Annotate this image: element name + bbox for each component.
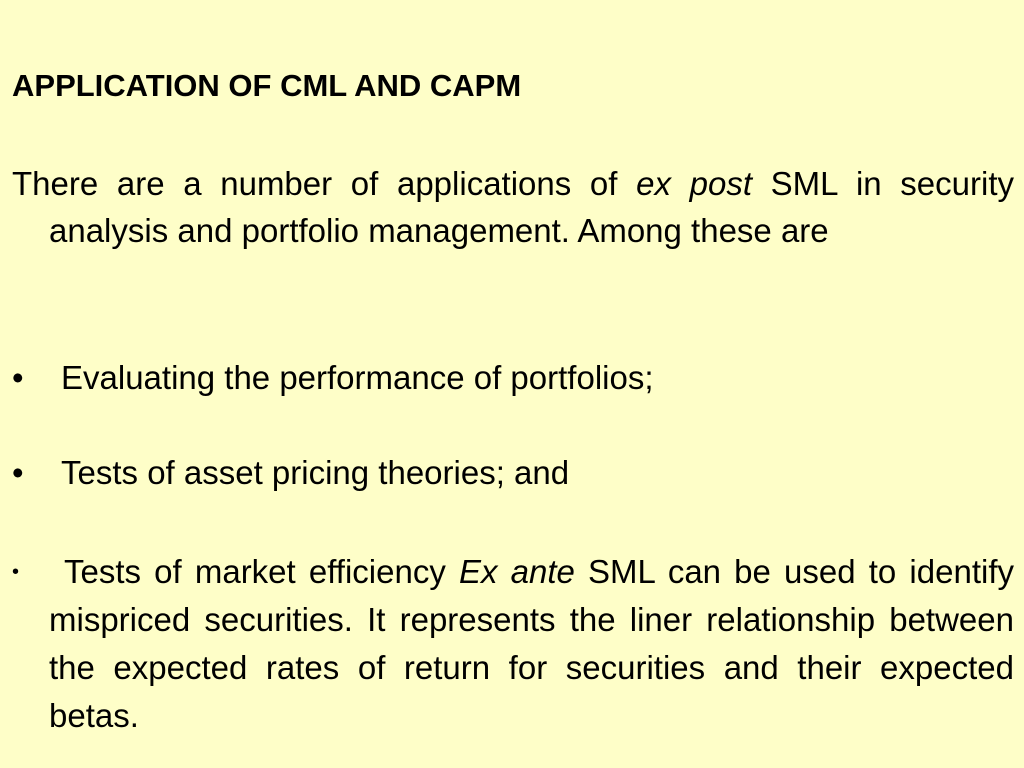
bullet-text: Tests of asset pricing theories; and	[61, 454, 570, 491]
bullet-item: • Tests of asset pricing theories; and	[12, 449, 1014, 496]
bullet-text-before: Tests of market efficiency	[64, 553, 459, 590]
bullet-item: • Evaluating the performance of portfoli…	[12, 354, 1014, 401]
bullet-icon: •	[12, 561, 20, 583]
bullet-item-long: • Tests of market efficiency Ex ante SML…	[12, 548, 1014, 740]
intro-italic-term: ex post	[636, 165, 752, 202]
intro-paragraph: There are a number of applications of ex…	[12, 160, 1014, 254]
bullet-italic-term: Ex ante	[458, 553, 575, 590]
intro-text-after: SML in security analysis and portfolio m…	[49, 165, 1014, 249]
bullet-text-after: SML can be used to identify mispriced se…	[49, 553, 1014, 734]
slide-title: APPLICATION OF CML AND CAPM	[12, 68, 522, 103]
bullet-icon: •	[12, 454, 24, 491]
intro-text-before: There are a number of applications of	[12, 165, 637, 202]
bullet-paragraph: Tests of market efficiency Ex ante SML c…	[12, 548, 1014, 740]
bullet-text: Evaluating the performance of portfolios…	[61, 359, 654, 396]
bullet-icon: •	[12, 359, 24, 396]
